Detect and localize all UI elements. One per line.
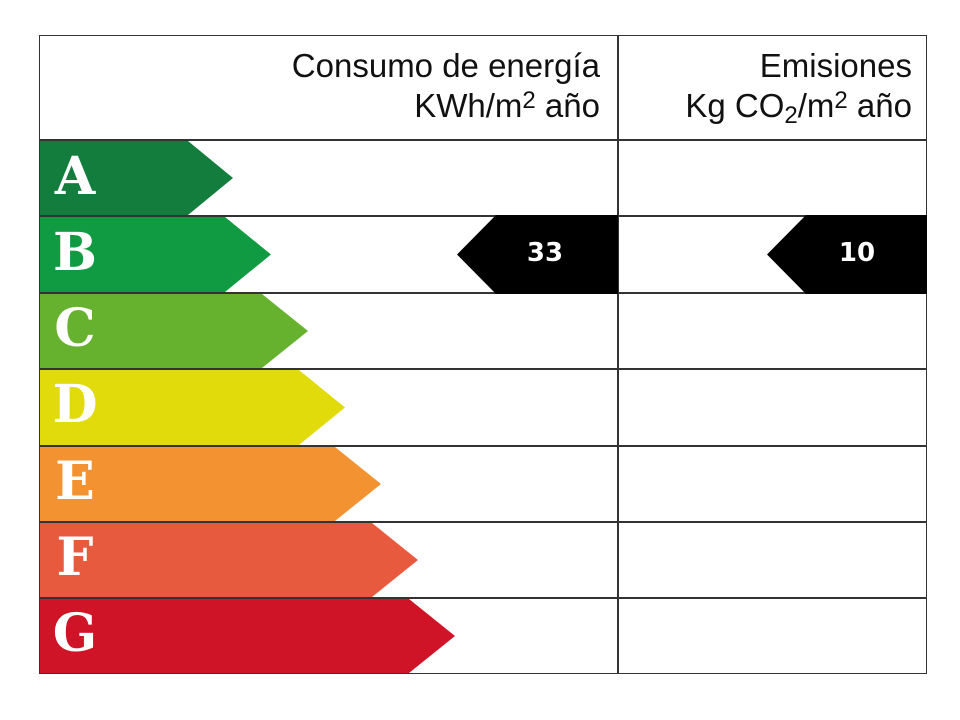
- rating-arrow-e: [40, 447, 390, 521]
- energy-value: 33: [526, 238, 564, 268]
- row-divider: [39, 597, 927, 599]
- energy-column-header: Consumo de energía KWh/m2 año: [150, 46, 600, 126]
- rating-letter-b: B: [53, 222, 97, 283]
- row-divider: [39, 292, 927, 294]
- rating-letter-c: C: [54, 298, 96, 359]
- rating-arrow-b: [40, 217, 280, 292]
- rating-letter-d: D: [52, 374, 98, 435]
- energy-header-unit: KWh/m2 año: [414, 87, 600, 124]
- column-divider: [617, 35, 619, 674]
- rating-letter-a: A: [54, 146, 96, 207]
- rating-arrow-g: [40, 599, 460, 673]
- emissions-header-title: Emisiones: [759, 47, 912, 84]
- row-divider: [39, 139, 927, 141]
- rating-letter-f: F: [56, 527, 94, 588]
- emissions-indicator-arrow: [767, 215, 927, 294]
- row-divider: [39, 445, 927, 447]
- emissions-value: 10: [838, 238, 876, 268]
- energy-label-table: [39, 35, 927, 674]
- rating-arrow-f: [40, 523, 430, 597]
- row-divider: [39, 215, 927, 217]
- row-divider: [39, 368, 927, 370]
- energy-indicator-arrow: [457, 215, 618, 294]
- emissions-column-header: Emisiones Kg CO2/m2 año: [620, 46, 912, 129]
- rating-arrow-d: [40, 370, 360, 445]
- emissions-header-unit: Kg CO2/m2 año: [685, 87, 912, 129]
- energy-header-title: Consumo de energía: [291, 47, 600, 84]
- row-divider: [39, 521, 927, 523]
- rating-arrow-a: [40, 141, 240, 215]
- rating-letter-g: G: [52, 603, 98, 664]
- rating-letter-e: E: [55, 451, 95, 512]
- rating-arrow-c: [40, 294, 320, 368]
